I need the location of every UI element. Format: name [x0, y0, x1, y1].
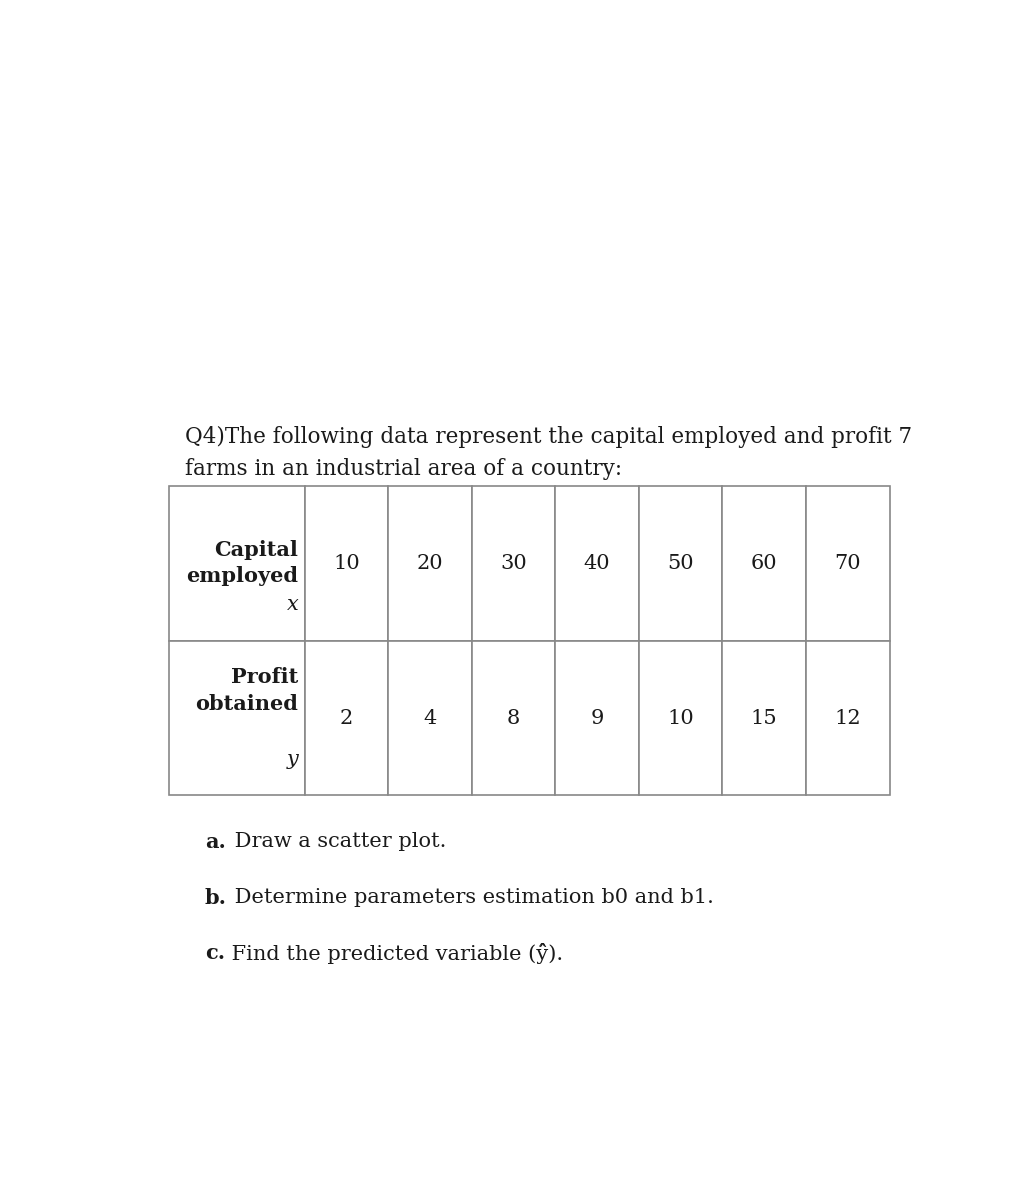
Text: 9: 9: [589, 708, 604, 727]
Bar: [805, 486, 889, 641]
Text: 10: 10: [666, 708, 694, 727]
Bar: [555, 486, 638, 641]
Text: Determine parameters estimation b0 and b1.: Determine parameters estimation b0 and b…: [228, 888, 714, 907]
Bar: [169, 486, 304, 641]
Text: Profit
obtained: Profit obtained: [195, 667, 298, 714]
Text: 12: 12: [834, 708, 860, 727]
Bar: [388, 486, 471, 641]
Text: 4: 4: [423, 708, 436, 727]
Text: 15: 15: [750, 708, 776, 727]
Bar: [471, 641, 555, 796]
Bar: [638, 641, 722, 796]
Text: 10: 10: [333, 553, 359, 572]
Text: 60: 60: [750, 553, 776, 572]
Bar: [471, 486, 555, 641]
Text: Find the predicted variable (ŷ̂).: Find the predicted variable (ŷ̂).: [225, 943, 563, 965]
Text: y: y: [286, 750, 298, 769]
Bar: [805, 641, 889, 796]
Text: 30: 30: [499, 553, 527, 572]
Bar: [304, 641, 388, 796]
Text: Draw a scatter plot.: Draw a scatter plot.: [228, 833, 447, 851]
Bar: [169, 641, 304, 796]
Text: 70: 70: [834, 553, 860, 572]
Bar: [722, 641, 805, 796]
Text: Q4)The following data represent the capital employed and profit 7: Q4)The following data represent the capi…: [185, 426, 912, 448]
Bar: [388, 641, 471, 796]
Text: 20: 20: [417, 553, 443, 572]
Text: 40: 40: [583, 553, 610, 572]
Bar: [722, 486, 805, 641]
Bar: [638, 486, 722, 641]
Text: 50: 50: [666, 553, 694, 572]
Text: b.: b.: [205, 888, 226, 908]
Bar: [304, 486, 388, 641]
Text: a.: a.: [205, 833, 225, 852]
Text: Capital
employed: Capital employed: [186, 540, 298, 587]
Bar: [555, 641, 638, 796]
Text: 2: 2: [340, 708, 353, 727]
Text: c.: c.: [205, 943, 224, 964]
Text: farms in an industrial area of a country:: farms in an industrial area of a country…: [185, 458, 622, 480]
Text: 8: 8: [507, 708, 520, 727]
Text: x: x: [286, 595, 298, 614]
